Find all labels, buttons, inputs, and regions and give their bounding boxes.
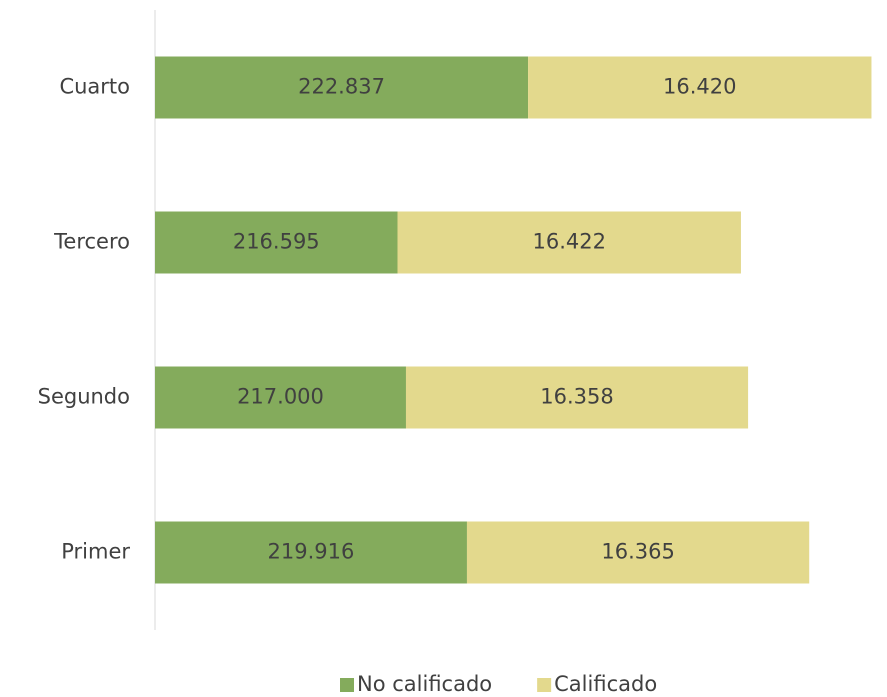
y-tick-label: Tercero	[53, 230, 130, 254]
data-label: 216.595	[233, 230, 320, 254]
y-tick-label: Segundo	[38, 385, 130, 409]
bar-segment	[466, 521, 810, 584]
legend-swatch	[340, 678, 354, 692]
bar-segment	[155, 521, 467, 584]
bar-segment	[155, 56, 529, 119]
data-label: 16.422	[532, 230, 605, 254]
data-label: 16.420	[663, 75, 736, 99]
legend-label: Calificado	[554, 672, 657, 696]
data-label: 219.916	[268, 540, 355, 564]
y-tick-label: Cuarto	[59, 75, 130, 99]
bar-segment	[155, 211, 398, 274]
legend-label: No calificado	[357, 672, 492, 696]
data-label: 217.000	[237, 385, 324, 409]
data-label: 16.358	[540, 385, 613, 409]
bar-segment	[397, 211, 741, 274]
legend-swatch	[537, 678, 552, 692]
bar-segment	[528, 56, 872, 119]
bar-segment	[155, 366, 406, 429]
bar-segment	[405, 366, 749, 429]
data-label: 222.837	[298, 75, 385, 99]
data-label: 16.365	[601, 540, 674, 564]
y-tick-label: Primer	[61, 540, 130, 564]
